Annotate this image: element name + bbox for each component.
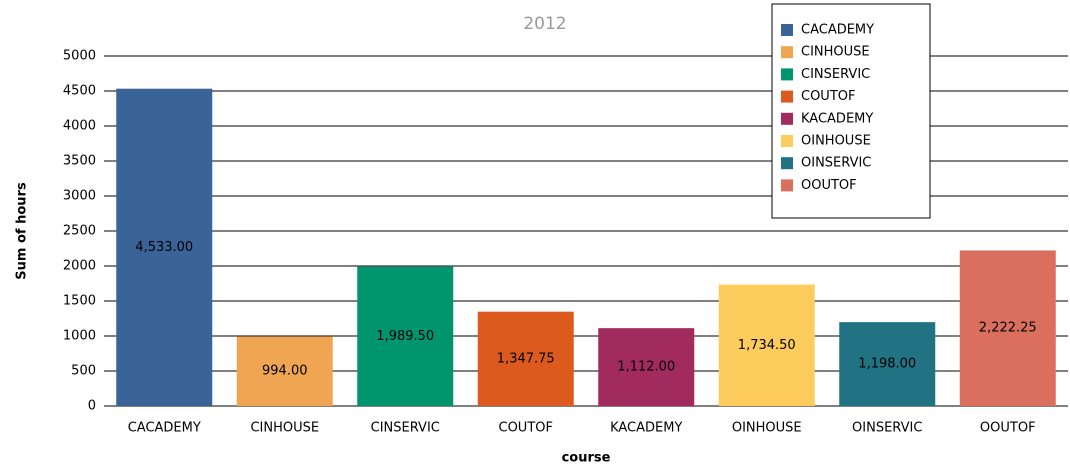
y-axis-label: Sum of hours <box>15 182 30 280</box>
legend-label: OINHOUSE <box>801 134 871 149</box>
y-tick-label: 4500 <box>63 84 96 99</box>
x-axis-label: course <box>562 451 611 466</box>
y-tick-label: 1000 <box>63 329 96 344</box>
chart-title: 2012 <box>523 14 566 34</box>
y-tick-label: 5000 <box>63 49 96 64</box>
legend-swatch <box>781 68 793 81</box>
x-tick-label: COUTOF <box>499 421 553 436</box>
y-tick-label: 3500 <box>63 154 96 169</box>
legend-swatch <box>781 112 793 125</box>
x-tick-label: CINHOUSE <box>250 421 319 436</box>
data-label: 1,734.50 <box>738 338 796 353</box>
y-tick-label: 2000 <box>63 259 96 274</box>
data-label: 1,112.00 <box>617 360 675 375</box>
x-tick-label: CINSERVIC <box>371 421 440 436</box>
legend-swatch <box>781 179 793 192</box>
bar <box>477 311 574 406</box>
bar <box>959 250 1056 406</box>
y-tick-label: 500 <box>71 364 96 379</box>
legend-label: CINHOUSE <box>801 45 870 60</box>
y-tick-label: 0 <box>88 399 96 414</box>
legend-label: OINSERVIC <box>801 156 871 171</box>
data-label: 1,198.00 <box>858 357 916 372</box>
bar <box>357 266 454 406</box>
y-tick-label: 2500 <box>63 224 96 239</box>
bar <box>718 284 815 406</box>
legend-label: OOUTOF <box>801 178 857 193</box>
legend-swatch <box>781 46 793 59</box>
y-tick-label: 1500 <box>63 294 96 309</box>
bar <box>839 322 936 406</box>
legend-box <box>771 3 931 219</box>
legend-label: KACADEMY <box>801 111 873 126</box>
legend-label: CINSERVIC <box>801 67 870 82</box>
data-label: 1,989.50 <box>376 329 434 344</box>
legend-label: CACADEMY <box>801 23 874 38</box>
x-tick-label: OINSERVIC <box>852 421 922 436</box>
data-label: 1,347.75 <box>497 351 555 366</box>
legend-swatch <box>781 135 793 147</box>
y-tick-label: 4000 <box>63 119 96 134</box>
legend-swatch <box>781 90 793 103</box>
x-tick-label: OINHOUSE <box>732 421 802 436</box>
bar <box>598 328 695 406</box>
bar <box>236 336 333 406</box>
data-label: 994.00 <box>262 364 308 379</box>
legend-label: COUTOF <box>801 89 855 104</box>
data-label: 4,533.00 <box>135 240 193 255</box>
x-tick-label: KACADEMY <box>610 421 682 436</box>
legend-swatch <box>781 157 793 170</box>
y-tick-label: 3000 <box>63 189 96 204</box>
legend-swatch <box>781 24 793 36</box>
data-label: 2,222.25 <box>979 321 1037 336</box>
x-tick-label: OOUTOF <box>980 421 1036 436</box>
x-tick-label: CACADEMY <box>128 421 201 436</box>
bar <box>116 88 213 406</box>
